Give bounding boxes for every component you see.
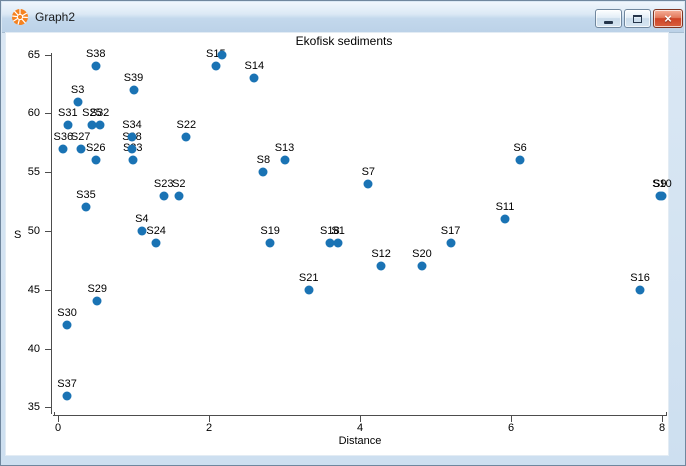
close-icon: × — [664, 11, 672, 26]
maximize-button[interactable] — [624, 9, 651, 28]
minimize-icon — [604, 21, 613, 24]
window-title: Graph2 — [35, 10, 76, 24]
close-button[interactable]: × — [653, 9, 683, 28]
minimize-button[interactable] — [595, 9, 622, 28]
plot-canvas — [5, 32, 669, 456]
maximize-icon — [633, 14, 642, 23]
past-logo-icon[interactable] — [11, 8, 29, 26]
title-bar[interactable]: Graph2 × — [2, 2, 684, 33]
